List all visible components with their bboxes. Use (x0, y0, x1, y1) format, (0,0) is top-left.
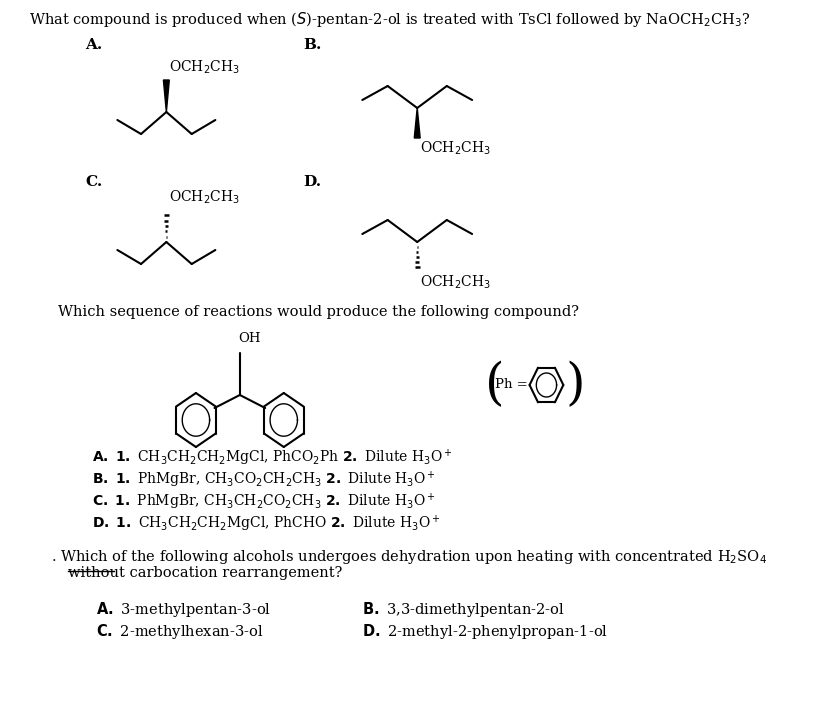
Text: $\mathbf{B.\ 1.}$ PhMgBr, CH$_3$CO$_2$CH$_2$CH$_3$ $\mathbf{2.}$ Dilute H$_3$O$^: $\mathbf{B.\ 1.}$ PhMgBr, CH$_3$CO$_2$CH… (92, 470, 436, 490)
Text: B.: B. (303, 38, 321, 52)
Text: $\mathbf{C.\ 1.}$ PhMgBr, CH$_3$CH$_2$CO$_2$CH$_3$ $\mathbf{2.}$ Dilute H$_3$O$^: $\mathbf{C.\ 1.}$ PhMgBr, CH$_3$CH$_2$CO… (92, 492, 436, 513)
Text: Which sequence of reactions would produce the following compound?: Which sequence of reactions would produc… (59, 305, 579, 319)
Text: $\mathbf{D.\ 1.}$ CH$_3$CH$_2$CH$_2$MgCl, PhCHO $\mathbf{2.}$ Dilute H$_3$O$^+$: $\mathbf{D.\ 1.}$ CH$_3$CH$_2$CH$_2$MgCl… (92, 514, 441, 534)
Text: OH: OH (238, 332, 260, 345)
Text: without carbocation rearrangement?: without carbocation rearrangement? (68, 566, 343, 580)
Text: $\mathbf{A.\ 1.}$ CH$_3$CH$_2$CH$_2$MgCl, PhCO$_2$Ph $\mathbf{2.}$ Dilute H$_3$O: $\mathbf{A.\ 1.}$ CH$_3$CH$_2$CH$_2$MgCl… (92, 448, 452, 469)
Text: $\mathbf{C.}$ 2-methylhexan-3-ol: $\mathbf{C.}$ 2-methylhexan-3-ol (96, 622, 264, 641)
Text: $\mathbf{A.}$ 3-methylpentan-3-ol: $\mathbf{A.}$ 3-methylpentan-3-ol (96, 600, 271, 619)
Text: OCH$_2$CH$_3$: OCH$_2$CH$_3$ (419, 274, 491, 292)
Text: C.: C. (85, 175, 102, 189)
Polygon shape (414, 108, 420, 138)
Text: What compound is produced when ($\it{S}$)-pentan-2-ol is treated with TsCl follo: What compound is produced when ($\it{S}$… (29, 10, 750, 29)
Text: ): ) (565, 360, 585, 409)
Text: OCH$_2$CH$_3$: OCH$_2$CH$_3$ (419, 140, 491, 157)
Text: . Which of the following alcohols undergoes dehydration upon heating with concen: . Which of the following alcohols underg… (51, 548, 767, 566)
Text: $\mathbf{B.}$ 3,3-dimethylpentan-2-ol: $\mathbf{B.}$ 3,3-dimethylpentan-2-ol (363, 600, 565, 619)
Text: Ph =: Ph = (495, 378, 527, 391)
Text: (: ( (485, 360, 504, 409)
Text: $\mathbf{D.}$ 2-methyl-2-phenylpropan-1-ol: $\mathbf{D.}$ 2-methyl-2-phenylpropan-1-… (363, 622, 608, 641)
Text: OCH$_2$CH$_3$: OCH$_2$CH$_3$ (169, 58, 240, 76)
Polygon shape (163, 80, 169, 112)
Text: OCH$_2$CH$_3$: OCH$_2$CH$_3$ (169, 188, 240, 206)
Text: A.: A. (85, 38, 102, 52)
Text: D.: D. (303, 175, 321, 189)
